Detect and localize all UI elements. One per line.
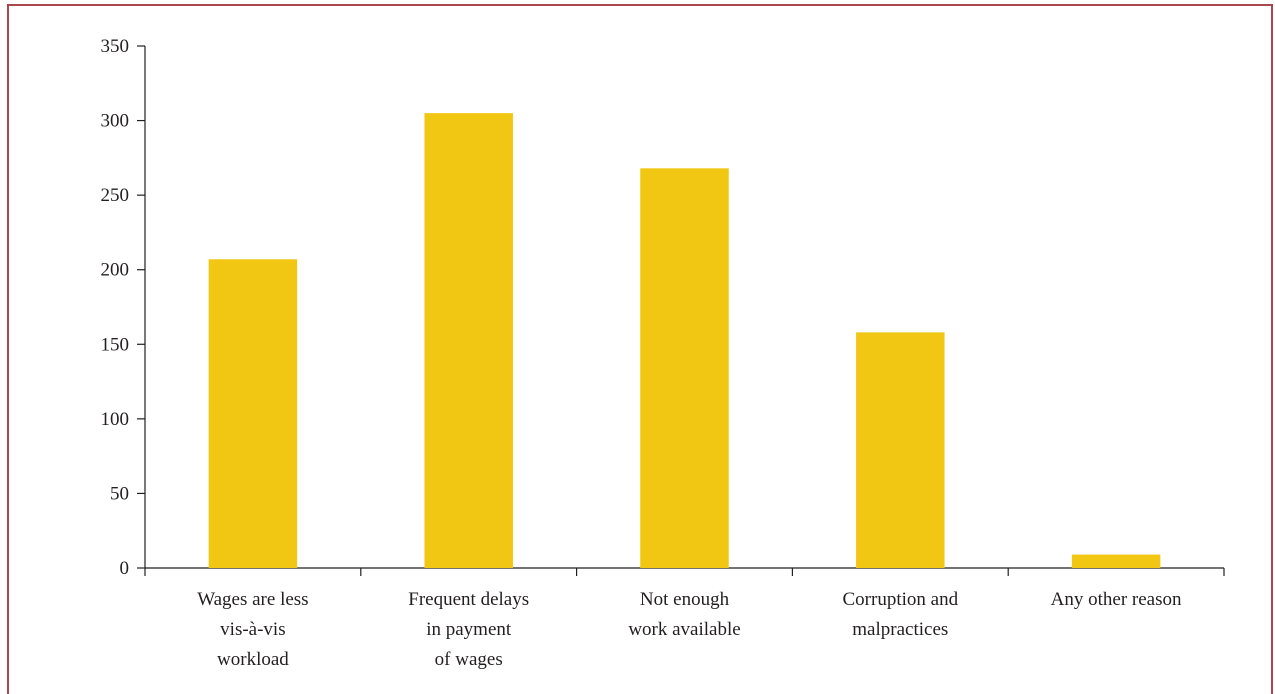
category-label-line: Wages are less <box>197 589 308 610</box>
bar <box>208 259 298 568</box>
category-label: Not enough work available <box>628 589 740 640</box>
y-tick-label: 250 <box>101 185 130 206</box>
category-label-line: workload <box>217 649 289 670</box>
category-label-line: Not enough <box>640 589 730 610</box>
category-label-line: Corruption and <box>843 589 959 610</box>
y-tick-label: 150 <box>101 334 130 355</box>
category-label: Wages are less vis-à-vis workload <box>197 589 308 670</box>
y-tick-label: 350 <box>101 36 130 57</box>
y-tick-label: 300 <box>101 111 130 132</box>
category-label: Frequent delays in payment of wages <box>408 589 529 670</box>
category-label-line: malpractices <box>852 619 948 640</box>
category-label: Corruption and malpractices <box>843 589 959 640</box>
category-labels: Wages are less vis-à-vis workload Frequent … <box>197 589 1182 670</box>
category-label-line: vis-à-vis <box>220 619 285 640</box>
category-label-line: in payment <box>426 619 512 640</box>
category-label-line: Any other reason <box>1051 589 1182 610</box>
x-axis <box>144 567 1225 576</box>
category-label-line: work available <box>628 619 740 640</box>
bar <box>640 168 729 568</box>
y-tick-label: 50 <box>110 483 129 504</box>
y-tick-label: 200 <box>101 260 130 281</box>
category-label-line: Frequent delays <box>408 589 529 610</box>
category-label: Any other reason <box>1051 589 1182 610</box>
category-label-line: of wages <box>435 649 503 670</box>
chart-frame <box>7 4 1273 694</box>
bars <box>208 113 1161 568</box>
bar <box>856 332 945 568</box>
bar <box>424 113 513 568</box>
y-tick-label: 100 <box>101 409 130 430</box>
y-tick-label: 0 <box>120 558 130 579</box>
bar <box>1071 554 1161 568</box>
y-axis: 0 50 100 150 200 250 300 350 <box>101 36 146 579</box>
